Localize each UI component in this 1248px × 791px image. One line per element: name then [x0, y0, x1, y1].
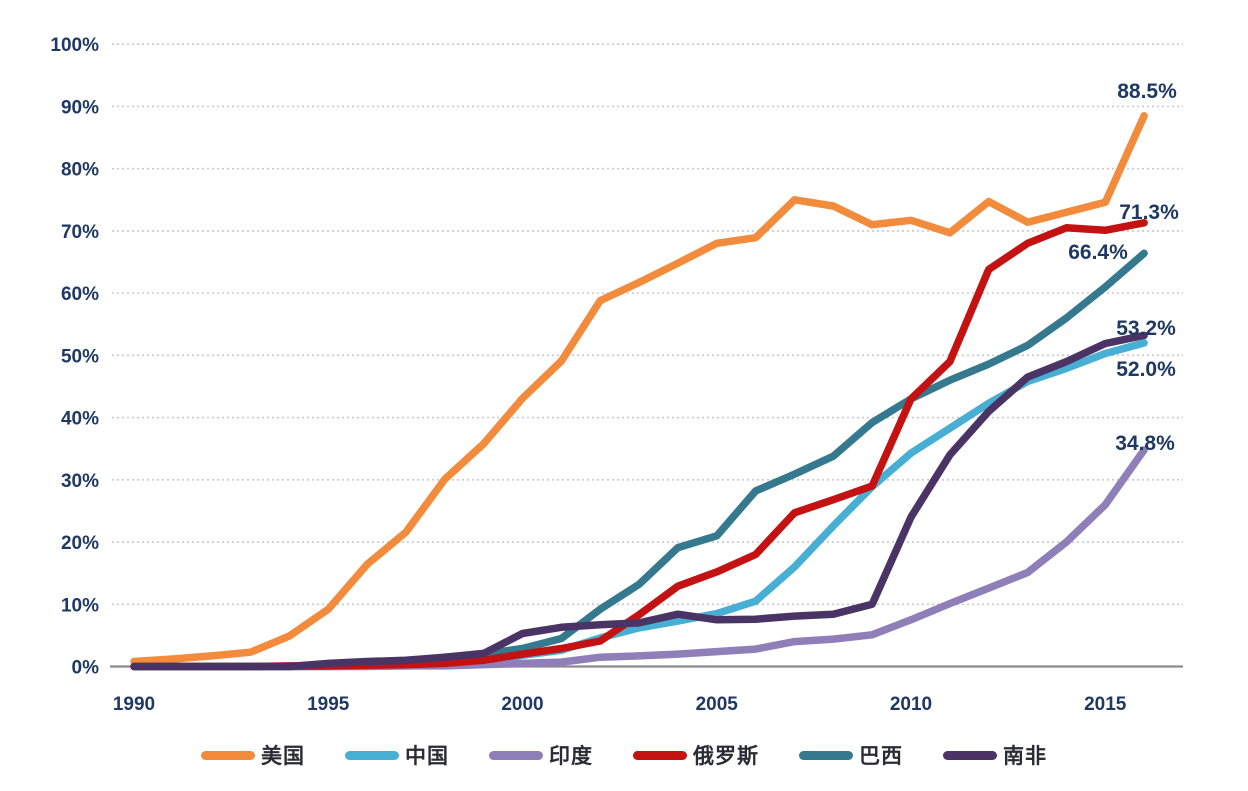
y-axis-tick-label: 30% [61, 471, 99, 492]
legend-swatch-russia [633, 750, 687, 760]
legend-swatch-usa [201, 750, 255, 760]
series-line-russia [130, 219, 1148, 671]
x-axis-tick-label: 1990 [113, 694, 155, 715]
x-axis-tick-label: 2005 [696, 694, 739, 715]
series-end-label-china: 52.0% [1116, 358, 1176, 381]
series-line-usa [130, 112, 1148, 666]
series-end-label-brazil: 66.4% [1068, 241, 1128, 264]
legend-swatch-south-africa [943, 750, 997, 760]
y-axis-tick-label: 70% [61, 222, 99, 243]
series-end-label-south-africa: 53.2% [1116, 317, 1176, 340]
series-end-label-russia: 71.3% [1119, 201, 1179, 224]
legend-item-russia: 俄罗斯 [633, 740, 759, 770]
legend-label-russia: 俄罗斯 [693, 745, 759, 768]
legend-swatch-brazil [799, 750, 853, 760]
legend-label-south-africa: 南非 [1003, 745, 1047, 768]
y-axis-tick-label: 20% [61, 533, 99, 554]
x-axis-tick-label: 2015 [1084, 694, 1127, 715]
legend-swatch-china [345, 750, 399, 760]
y-axis-tick-label: 40% [61, 409, 99, 430]
y-axis-tick-label: 80% [61, 160, 99, 181]
legend-item-brazil: 巴西 [799, 740, 903, 770]
legend-label-usa: 美国 [261, 745, 305, 768]
chart-legend: 美国 中国 印度 俄罗斯 巴西 南非 [0, 740, 1248, 770]
series-end-label-india: 34.8% [1115, 432, 1175, 455]
series-line-south-africa [130, 331, 1148, 671]
legend-label-china: 中国 [405, 745, 449, 768]
x-axis-tick-label: 2010 [890, 694, 932, 715]
y-axis-tick-label: 60% [61, 284, 99, 305]
legend-item-usa: 美国 [201, 740, 305, 770]
x-axis-tick-label: 1995 [307, 694, 350, 715]
legend-label-india: 印度 [549, 745, 593, 768]
y-axis-tick-label: 50% [61, 346, 99, 367]
legend-swatch-india [489, 750, 543, 760]
y-axis-tick-label: 90% [61, 97, 99, 118]
x-axis-tick-label: 2000 [501, 694, 543, 715]
legend-item-india: 印度 [489, 740, 593, 770]
y-axis-tick-label: 10% [61, 595, 99, 616]
y-axis-tick-label: 100% [50, 35, 99, 56]
legend-label-brazil: 巴西 [859, 745, 903, 768]
y-axis-tick-label: 0% [72, 658, 100, 679]
series-end-label-usa: 88.5% [1117, 80, 1177, 103]
legend-item-south-africa: 南非 [943, 740, 1047, 770]
legend-item-china: 中国 [345, 740, 449, 770]
